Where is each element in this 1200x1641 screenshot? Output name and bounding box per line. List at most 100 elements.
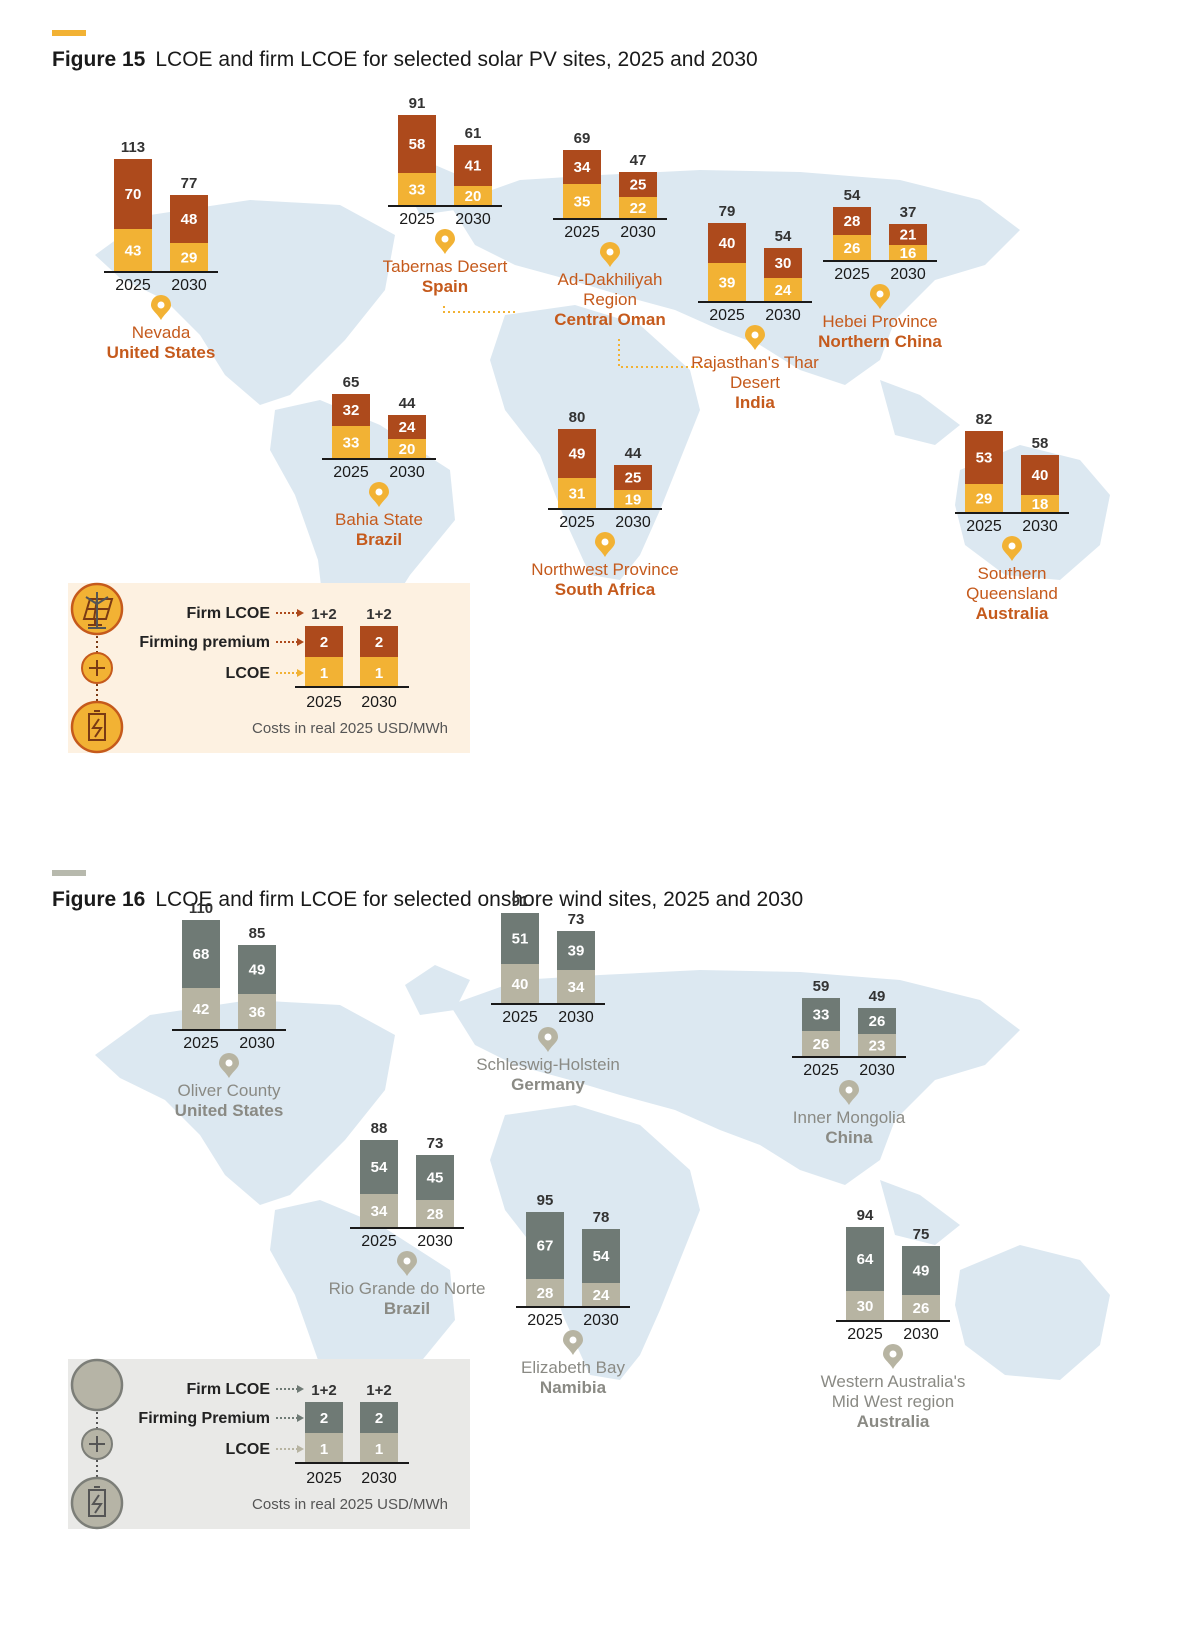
- legend-premium-value: 2: [375, 634, 383, 651]
- label-premium-2025: 64: [857, 1251, 874, 1268]
- label-lcoe-2030: 20: [399, 441, 416, 458]
- tick-label-2025: 2025: [361, 1233, 397, 1250]
- tick-label-2025: 2025: [115, 277, 151, 294]
- bar-premium-2030: [619, 172, 657, 197]
- label-total-2025: 54: [844, 187, 861, 204]
- figure-15-accent-bar: [52, 30, 86, 36]
- label-premium-2025: 28: [844, 213, 861, 230]
- tick-label-2030: 2030: [903, 1326, 939, 1343]
- bar-lcoe-2025: [965, 484, 1003, 513]
- label-premium-2030: 40: [1032, 467, 1049, 484]
- legend-firming-premium-label: Firming premium: [139, 634, 270, 651]
- legend-firm-lcoe-label: Firm LCOE: [186, 1381, 270, 1398]
- tick-label-2030: 2030: [558, 1009, 594, 1026]
- site-place-label: Inner Mongolia: [793, 1108, 906, 1127]
- bar-premium-2030: [889, 224, 927, 245]
- site-place-label: Southern: [978, 564, 1047, 583]
- legend-lcoe-label: LCOE: [226, 1441, 271, 1458]
- figure-16-accent-bar: [52, 870, 86, 876]
- site-oliver-county: 42 68 110 2025 36 49 85 2030 Oliver CountyUnited…: [172, 900, 286, 1120]
- label-total-2025: 82: [976, 411, 993, 428]
- tick-label-2025: 2025: [709, 307, 745, 324]
- location-pin-hole: [1008, 542, 1016, 550]
- site-place-label: Schleswig-Holstein: [476, 1055, 620, 1074]
- label-lcoe-2025: 33: [409, 182, 426, 199]
- bar-premium-2025: [114, 159, 152, 229]
- tick-label-2030: 2030: [620, 224, 656, 241]
- label-total-2030: 54: [775, 228, 792, 245]
- label-lcoe-2025: 40: [512, 976, 529, 993]
- bar-lcoe-2025: [833, 235, 871, 261]
- tick-label-2025: 2025: [803, 1062, 839, 1079]
- label-premium-2025: 54: [371, 1159, 388, 1176]
- label-total-2025: 79: [719, 203, 736, 220]
- bar-premium-2030: [902, 1246, 940, 1295]
- legend-firm-value: 1+2: [366, 1382, 391, 1399]
- label-lcoe-2030: 24: [593, 1287, 610, 1304]
- bar-lcoe-2030: [416, 1200, 454, 1228]
- label-total-2025: 69: [574, 130, 591, 147]
- label-total-2025: 91: [409, 95, 426, 112]
- label-total-2030: 44: [625, 445, 642, 462]
- bar-premium-2030: [764, 248, 802, 278]
- bar-premium-2025: [332, 394, 370, 426]
- legend-premium-value: 2: [320, 1410, 328, 1427]
- legend-arrow-head: [297, 669, 304, 677]
- site-country-label: Central Oman: [554, 310, 665, 329]
- bar-premium-2030: [416, 1155, 454, 1200]
- site-place-label: Rajasthan's Thar: [691, 353, 819, 372]
- site-place-label: Queensland: [966, 584, 1058, 603]
- site-country-label: Spain: [422, 277, 468, 296]
- label-lcoe-2025: 42: [193, 1001, 210, 1018]
- legend-bar-premium: [360, 626, 398, 657]
- location-pin-hole: [876, 290, 884, 298]
- label-premium-2025: 32: [343, 402, 360, 419]
- bar-lcoe-2025: [398, 173, 436, 206]
- bar-lcoe-2030: [614, 490, 652, 509]
- site-place-label: Oliver County: [178, 1081, 281, 1100]
- bar-lcoe-2030: [557, 970, 595, 1004]
- site-place-label: Tabernas Desert: [383, 257, 508, 276]
- label-total-2025: 110: [189, 900, 213, 917]
- bar-premium-2025: [846, 1227, 884, 1291]
- label-lcoe-2030: 19: [625, 492, 642, 509]
- label-premium-2025: 58: [409, 136, 426, 153]
- site-rio-grande-do-norte: 34 54 88 2025 28 45 73 2030 Rio Grande do NorteB…: [329, 1120, 486, 1318]
- label-premium-2025: 33: [813, 1007, 830, 1024]
- tick-label-2030: 2030: [859, 1062, 895, 1079]
- legend-bar-premium: [305, 626, 343, 657]
- tick-label-2030: 2030: [239, 1035, 275, 1052]
- label-lcoe-2025: 30: [857, 1298, 874, 1315]
- site-place-label: Bahia State: [335, 510, 423, 529]
- site-country-label: Germany: [511, 1075, 585, 1094]
- bar-premium-2025: [398, 115, 436, 173]
- bar-lcoe-2025: [114, 229, 152, 272]
- tick-label-2025: 2025: [966, 518, 1002, 535]
- bar-lcoe-2025: [563, 184, 601, 219]
- bar-lcoe-2030: [582, 1283, 620, 1307]
- label-lcoe-2030: 34: [568, 979, 585, 996]
- site-country-label: Namibia: [540, 1378, 607, 1397]
- label-lcoe-2030: 24: [775, 282, 792, 299]
- site-place-label: Region: [583, 290, 637, 309]
- legend-arrow-head: [297, 1414, 304, 1422]
- site-rajasthan-s-thar-desert: 39 40 79 2025 24 30 54 2030 Rajasthan's TharDese…: [691, 203, 819, 412]
- label-premium-2030: 54: [593, 1248, 610, 1265]
- label-premium-2030: 45: [427, 1170, 444, 1187]
- label-premium-2030: 25: [625, 470, 642, 487]
- tick-label-2025: 2025: [527, 1312, 563, 1329]
- tick-label-2025: 2025: [559, 514, 595, 531]
- bar-premium-2025: [833, 207, 871, 235]
- legend-firming-premium-label: Firming Premium: [138, 1410, 270, 1427]
- site-place-label: Elizabeth Bay: [521, 1358, 625, 1377]
- site-place-label: Rio Grande do Norte: [329, 1279, 486, 1298]
- figure-16-number: Figure 16: [52, 888, 146, 911]
- label-premium-2030: 25: [630, 177, 647, 194]
- label-lcoe-2030: 28: [427, 1206, 444, 1223]
- spain-leader-line: [443, 306, 518, 313]
- site-place-label: Nevada: [132, 323, 191, 342]
- tick-label-2030: 2030: [389, 464, 425, 481]
- site-country-label: United States: [175, 1101, 284, 1120]
